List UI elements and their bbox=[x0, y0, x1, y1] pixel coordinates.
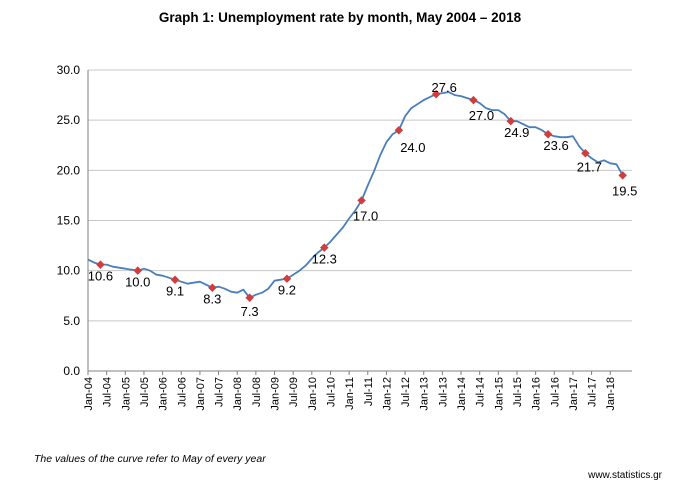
x-tick-label: Jan-06 bbox=[158, 377, 170, 411]
y-tick-label: 15.0 bbox=[57, 214, 81, 228]
series-line bbox=[87, 91, 624, 299]
may-marker bbox=[394, 125, 404, 135]
data-label: 23.6 bbox=[543, 138, 568, 153]
may-marker bbox=[618, 171, 627, 180]
x-tick-label: Jan-13 bbox=[419, 377, 431, 411]
data-label: 24.9 bbox=[504, 125, 529, 140]
y-tick-label: 20.0 bbox=[57, 163, 81, 177]
y-tick-label: 0.0 bbox=[63, 364, 80, 378]
x-tick-label: Jul-13 bbox=[437, 377, 449, 407]
x-tick-label: Jul-17 bbox=[587, 377, 599, 407]
x-tick-label: Jan-08 bbox=[232, 377, 244, 411]
may-marker bbox=[96, 260, 105, 269]
x-tick-label: Jan-12 bbox=[381, 377, 393, 411]
x-tick-label: Jan-14 bbox=[456, 377, 468, 411]
x-tick-label: Jul-09 bbox=[288, 377, 300, 407]
data-label: 27.6 bbox=[432, 80, 457, 95]
x-tick-label: Jul-15 bbox=[512, 377, 524, 407]
x-tick-label: Jul-04 bbox=[102, 377, 114, 407]
may-marker bbox=[506, 116, 516, 126]
x-tick-label: Jan-04 bbox=[83, 377, 95, 411]
x-tick-label: Jan-07 bbox=[195, 377, 207, 411]
data-label: 27.0 bbox=[469, 108, 494, 123]
x-tick-label: Jul-11 bbox=[363, 377, 375, 406]
data-label: 7.3 bbox=[241, 304, 259, 319]
x-tick-label: Jul-07 bbox=[214, 377, 226, 407]
data-label: 9.2 bbox=[278, 283, 296, 298]
x-tick-label: Jul-05 bbox=[139, 377, 151, 407]
data-label: 19.5 bbox=[612, 183, 637, 198]
may-marker bbox=[133, 266, 142, 275]
y-tick-label: 10.0 bbox=[57, 264, 81, 278]
may-marker bbox=[320, 243, 329, 252]
y-tick-label: 25.0 bbox=[57, 113, 81, 127]
x-tick-label: Jan-05 bbox=[120, 377, 132, 411]
may-marker bbox=[208, 283, 217, 292]
x-tick-label: Jan-10 bbox=[307, 377, 319, 411]
may-marker bbox=[431, 89, 441, 99]
data-label: 24.0 bbox=[400, 140, 425, 155]
data-label: 21.7 bbox=[577, 159, 602, 174]
footnote: The values of the curve refer to May of … bbox=[34, 453, 266, 465]
x-tick-label: Jul-06 bbox=[176, 377, 188, 407]
source-credit: www.statistics.gr bbox=[588, 470, 662, 481]
x-tick-label: Jul-12 bbox=[400, 377, 412, 407]
x-tick-label: Jan-18 bbox=[605, 377, 617, 411]
x-tick-label: Jan-16 bbox=[531, 377, 543, 411]
may-marker bbox=[245, 293, 254, 302]
x-tick-label: Jan-09 bbox=[270, 377, 282, 411]
x-tick-label: Jul-16 bbox=[549, 377, 561, 407]
data-label: 10.0 bbox=[125, 275, 150, 290]
data-label: 10.6 bbox=[88, 269, 113, 284]
x-tick-label: Jul-10 bbox=[325, 377, 337, 407]
x-tick-label: Jan-17 bbox=[568, 377, 580, 411]
x-tick-label: Jan-11 bbox=[344, 377, 356, 410]
data-label: 9.1 bbox=[166, 284, 184, 299]
chart-title: Graph 1: Unemployment rate by month, May… bbox=[158, 10, 522, 25]
may-marker bbox=[357, 196, 366, 205]
data-label: 17.0 bbox=[353, 208, 378, 223]
may-marker bbox=[282, 274, 292, 283]
y-tick-label: 5.0 bbox=[63, 314, 80, 328]
may-marker bbox=[170, 275, 180, 284]
y-tick-label: 30.0 bbox=[57, 63, 81, 77]
x-tick-label: Jul-08 bbox=[251, 377, 263, 407]
data-label: 12.3 bbox=[312, 252, 337, 267]
x-tick-label: Jan-15 bbox=[493, 377, 505, 411]
may-marker bbox=[469, 95, 478, 105]
data-label: 8.3 bbox=[203, 292, 221, 307]
x-tick-label: Jul-14 bbox=[475, 377, 487, 407]
